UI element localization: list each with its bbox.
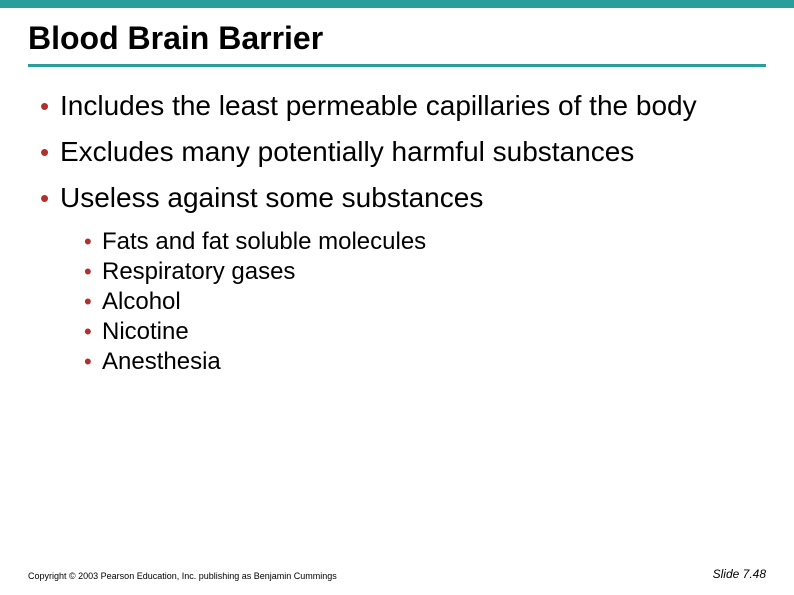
bullet-level1: • Excludes many potentially harmful subs… bbox=[40, 136, 758, 168]
bullet-text: Nicotine bbox=[102, 318, 189, 346]
bullet-level1: • Includes the least permeable capillari… bbox=[40, 90, 758, 122]
bullet-level2: • Nicotine bbox=[84, 318, 758, 346]
bullet-text: Alcohol bbox=[102, 288, 181, 316]
bullet-marker: • bbox=[84, 348, 102, 376]
bullet-marker: • bbox=[84, 288, 102, 316]
bullet-marker: • bbox=[84, 228, 102, 256]
bullet-level1: • Useless against some substances bbox=[40, 182, 758, 214]
bullet-text: Respiratory gases bbox=[102, 258, 295, 286]
bullet-marker: • bbox=[84, 258, 102, 286]
bullet-text: Includes the least permeable capillaries… bbox=[60, 90, 697, 122]
footer: Copyright © 2003 Pearson Education, Inc.… bbox=[28, 567, 766, 581]
copyright-text: Copyright © 2003 Pearson Education, Inc.… bbox=[28, 571, 337, 581]
bullet-marker: • bbox=[40, 182, 60, 214]
bullet-marker: • bbox=[40, 136, 60, 168]
bullet-level2: • Alcohol bbox=[84, 288, 758, 316]
bullet-text: Excludes many potentially harmful substa… bbox=[60, 136, 634, 168]
title-underline bbox=[28, 64, 766, 67]
slide-number: Slide 7.48 bbox=[713, 567, 766, 581]
bullet-level2: • Respiratory gases bbox=[84, 258, 758, 286]
accent-stripe bbox=[0, 0, 794, 8]
bullet-text: Anesthesia bbox=[102, 348, 221, 376]
bullet-level2: • Fats and fat soluble molecules bbox=[84, 228, 758, 256]
bullet-marker: • bbox=[40, 90, 60, 122]
bullet-marker: • bbox=[84, 318, 102, 346]
bullet-level2: • Anesthesia bbox=[84, 348, 758, 376]
bullet-text: Useless against some substances bbox=[60, 182, 483, 214]
sub-bullet-group: • Fats and fat soluble molecules • Respi… bbox=[84, 228, 758, 376]
content-area: • Includes the least permeable capillari… bbox=[40, 90, 758, 378]
bullet-text: Fats and fat soluble molecules bbox=[102, 228, 426, 256]
slide-title: Blood Brain Barrier bbox=[28, 20, 323, 57]
